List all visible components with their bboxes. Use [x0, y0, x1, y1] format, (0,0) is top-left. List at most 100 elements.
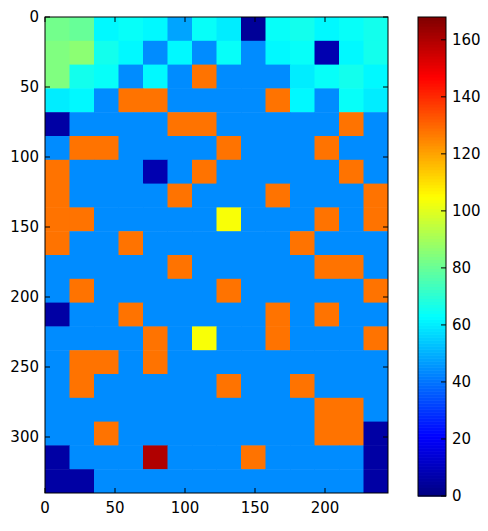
cell — [45, 65, 70, 89]
cell — [143, 65, 168, 89]
cell — [315, 398, 340, 422]
cell — [315, 184, 340, 208]
cell — [217, 326, 242, 350]
cell — [290, 279, 315, 303]
cell — [266, 255, 291, 279]
y-tick-label: 50 — [20, 78, 39, 96]
y-tick — [383, 437, 388, 438]
cell — [168, 136, 193, 160]
cell — [339, 112, 364, 136]
cell — [45, 136, 70, 160]
cell — [70, 303, 95, 327]
cell — [192, 279, 217, 303]
cell — [168, 65, 193, 89]
cell — [315, 422, 340, 446]
cell — [45, 41, 70, 65]
cell — [315, 112, 340, 136]
cell — [315, 279, 340, 303]
cell — [94, 303, 119, 327]
cell — [119, 469, 144, 493]
cell — [94, 207, 119, 231]
cell — [143, 326, 168, 350]
cell — [119, 255, 144, 279]
y-tick-label: 300 — [10, 428, 39, 446]
cell — [94, 136, 119, 160]
cell — [241, 65, 266, 89]
cell — [339, 136, 364, 160]
cell — [192, 231, 217, 255]
x-tick — [255, 488, 256, 493]
cell — [315, 136, 340, 160]
cell — [45, 207, 70, 231]
cell — [70, 398, 95, 422]
cell — [70, 17, 95, 41]
cell — [241, 184, 266, 208]
cell — [45, 422, 70, 446]
cell — [241, 398, 266, 422]
cell — [192, 65, 217, 89]
cell — [143, 112, 168, 136]
cell — [94, 88, 119, 112]
cell — [290, 398, 315, 422]
cell — [241, 279, 266, 303]
cell — [364, 231, 389, 255]
cell — [266, 398, 291, 422]
cell — [266, 160, 291, 184]
cell — [143, 255, 168, 279]
cell — [217, 303, 242, 327]
colorbar-tick — [441, 153, 446, 154]
y-tick-label: 250 — [10, 358, 39, 376]
colorbar-frame — [418, 17, 446, 496]
cell — [364, 184, 389, 208]
cell — [241, 41, 266, 65]
cell — [339, 279, 364, 303]
cell — [143, 445, 168, 469]
cell — [94, 374, 119, 398]
chart: 0501001502000501001502002503000204060801… — [0, 0, 488, 531]
cell — [168, 255, 193, 279]
cell — [94, 398, 119, 422]
cell — [364, 160, 389, 184]
cell — [70, 326, 95, 350]
cell — [339, 207, 364, 231]
cell — [364, 350, 389, 374]
y-tick — [45, 87, 50, 88]
cell — [192, 445, 217, 469]
y-tick — [383, 157, 388, 158]
cell — [217, 469, 242, 493]
colorbar-tick — [441, 96, 446, 97]
cell — [192, 207, 217, 231]
cell — [266, 469, 291, 493]
cell — [290, 350, 315, 374]
cell — [70, 350, 95, 374]
cell — [70, 445, 95, 469]
x-tick — [45, 488, 46, 493]
cell — [192, 374, 217, 398]
cell — [217, 207, 242, 231]
cell — [119, 326, 144, 350]
cell — [290, 231, 315, 255]
cell — [217, 184, 242, 208]
cell — [217, 445, 242, 469]
cell — [290, 17, 315, 41]
cell — [364, 136, 389, 160]
cell — [364, 374, 389, 398]
cell — [94, 231, 119, 255]
cell — [119, 160, 144, 184]
cell — [315, 374, 340, 398]
cell — [168, 184, 193, 208]
cell — [45, 326, 70, 350]
x-tick — [115, 488, 116, 493]
cell — [119, 422, 144, 446]
cell — [266, 279, 291, 303]
cell — [266, 231, 291, 255]
cell — [70, 184, 95, 208]
cell — [241, 207, 266, 231]
cell — [192, 469, 217, 493]
colorbar-tick — [441, 267, 446, 268]
cell — [70, 207, 95, 231]
cell — [266, 88, 291, 112]
cell — [45, 112, 70, 136]
cell — [45, 231, 70, 255]
cell — [364, 422, 389, 446]
